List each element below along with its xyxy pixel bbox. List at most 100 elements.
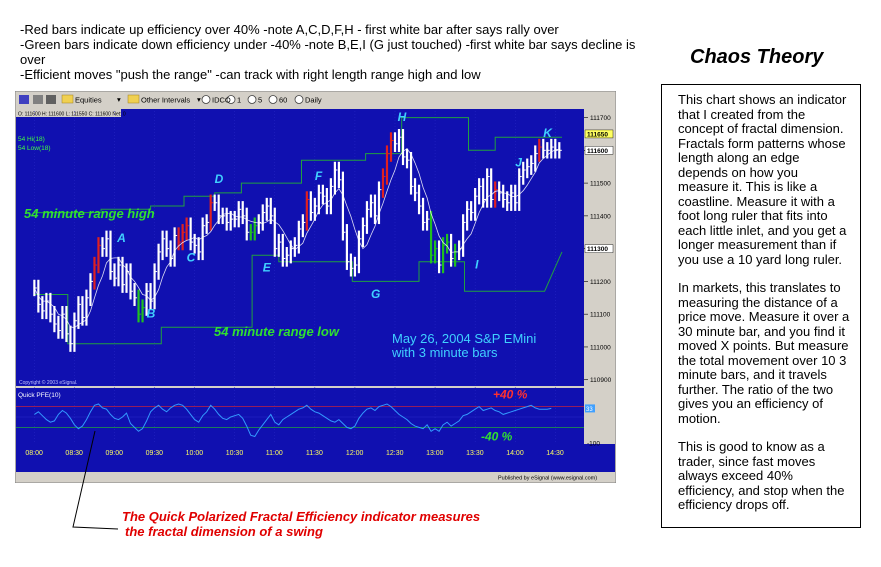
daily-icon[interactable]: [294, 95, 304, 104]
swing-label-g: G: [371, 287, 380, 301]
status-bar: [16, 109, 121, 117]
price-highlight-label: 111300: [587, 246, 608, 253]
swing-label-k: K: [543, 126, 553, 140]
toolbar-interval-1-label[interactable]: 1: [237, 96, 241, 105]
caption-line-1: The Quick Polarized Fractal Efficiency i…: [122, 509, 481, 524]
legend-range-high: 54 Hi(18): [18, 136, 45, 143]
moving-average-line: [34, 148, 560, 329]
price-tick-label: 111000: [590, 344, 611, 351]
pfe-value-label: 33: [586, 407, 593, 413]
toolbar-icons: [19, 94, 304, 104]
pfe-level-label: +40 %: [493, 388, 528, 402]
time-tick-label: 09:30: [146, 450, 164, 457]
indicator-panel: [16, 388, 584, 444]
zoom-icon[interactable]: [33, 95, 43, 104]
pfe-line: [34, 403, 552, 438]
pfe-level-label: -40 %: [481, 429, 513, 443]
range-low-label: 54 minute range low: [214, 324, 340, 339]
range-low-line: [34, 251, 563, 345]
toolbar-symbol-label[interactable]: IDCO: [212, 96, 231, 105]
note-red-bars: -Red bars indicate up efficiency over 40…: [20, 22, 559, 37]
time-tick-label: 14:00: [506, 450, 524, 457]
price-tick-label: 111700: [590, 115, 611, 122]
pfe-tick-label: -100: [587, 441, 600, 448]
time-tick-label: 10:30: [226, 450, 244, 457]
price-tick-label: 111400: [590, 213, 611, 220]
interval-1-icon[interactable]: [226, 95, 236, 104]
toolbar-interval-5-label[interactable]: 5: [258, 96, 262, 105]
intervals-folder-icon[interactable]: [127, 94, 140, 104]
swing-label-d: D: [215, 172, 224, 186]
copyright: Copyright © 2003 eSignal.: [19, 379, 77, 386]
note-green-bars: -Green bars indicate down efficiency und…: [20, 37, 636, 67]
price-highlight-label: 111650: [587, 131, 608, 138]
time-tick-label: 12:30: [386, 450, 404, 457]
interval-5-icon[interactable]: [247, 95, 257, 104]
time-tick-label: 13:00: [426, 450, 444, 457]
page-title: Chaos Theory: [690, 46, 824, 68]
explanation-box: This chart shows an indicator that I cre…: [661, 84, 861, 528]
caption: The Quick Polarized Fractal Efficiency i…: [122, 509, 542, 539]
toolbar-equities-label[interactable]: Equities: [75, 96, 102, 105]
pfe-indicator: +40 % -40 % 33 -100: [16, 388, 600, 448]
swing-label-a: A: [116, 231, 126, 245]
time-tick-label: 10:00: [186, 450, 204, 457]
esignal-chart-window: Equities ▾ Other Intervals ▾ IDCO 1 5 60…: [14, 90, 617, 484]
equities-folder-icon[interactable]: [61, 94, 74, 104]
chevron-down-icon[interactable]: ▾: [197, 95, 201, 104]
explanation-paragraph-3: This is good to know as a trader, since …: [678, 439, 845, 512]
price-highlight-tag: [584, 244, 614, 253]
status-line: O: 111600 H: 111600 L: 111550 C: 111600 …: [18, 112, 126, 118]
toolbar-interval-60-label[interactable]: 60: [279, 96, 287, 105]
price-highlight-tag: [584, 129, 614, 139]
chart-bars-label: with 3 minute bars: [391, 345, 498, 360]
toolbar: [16, 92, 615, 108]
pfe-title: Quick PFE(10): [18, 392, 61, 399]
published-by: Published by eSignal (www.esignal.com): [498, 476, 597, 482]
time-tick-label: 14:30: [546, 450, 564, 457]
time-tick-label: 08:00: [25, 450, 43, 457]
footer-bar: [16, 472, 615, 482]
price-bars: [33, 129, 562, 352]
price-tick-label: 110900: [590, 377, 612, 384]
time-tick-label: 12:00: [346, 450, 364, 457]
range-high-label: 54 minute range high: [24, 206, 155, 221]
time-tick-label: 08:30: [65, 450, 83, 457]
legend-range-low: 54 Low(18): [18, 145, 51, 152]
toolbar-other-intervals-label[interactable]: Other Intervals: [141, 96, 190, 105]
interval-60-icon[interactable]: [268, 95, 278, 104]
price-tick-label: 111500: [590, 181, 611, 188]
symbol-clock-icon[interactable]: [201, 95, 211, 104]
swing-label-i: I: [475, 257, 479, 271]
range-lines: [34, 117, 563, 345]
explanation-paragraph-2: In markets, this translates to measuring…: [678, 280, 850, 426]
time-tick-label: 09:00: [106, 450, 124, 457]
time-tick-label: 13:30: [466, 450, 484, 457]
swing-label-b: B: [147, 306, 156, 320]
chevron-down-icon[interactable]: ▾: [117, 95, 121, 104]
price-tick-label: 111200: [590, 279, 611, 286]
time-axis-ticks: 08:00 08:30 09:00 09:30 10:00 10:30 11:00 11:30…: [25, 450, 564, 457]
note-efficient-moves: -Efficient moves "push the range" -can t…: [20, 67, 481, 82]
explanation-paragraph-1: This chart shows an indicator that I cre…: [678, 92, 847, 267]
chart-svg: Equities ▾ Other Intervals ▾ IDCO 1 5 60…: [14, 90, 617, 484]
price-axis: [584, 109, 615, 444]
swing-label-c: C: [187, 251, 196, 265]
moving-average: [34, 148, 560, 329]
price-tick-label: 111100: [590, 312, 611, 319]
price-axis-ticks: 111700 111600 111500 111400 111300 111200 1111…: [584, 115, 614, 384]
swing-label-e: E: [263, 261, 272, 275]
crosshair-icon[interactable]: [46, 95, 56, 104]
swing-label-j: J: [515, 156, 522, 170]
notes: -Red bars indicate up efficiency over 40…: [20, 22, 660, 82]
chart-type-icon[interactable]: [19, 95, 29, 104]
leader-line: [72, 430, 119, 530]
time-axis: [16, 444, 615, 472]
chart-date-label: May 26, 2004 S&P EMini: [392, 331, 536, 346]
swing-label-h: H: [398, 110, 407, 124]
price-highlight-tag: [584, 146, 614, 155]
toolbar-daily-label[interactable]: Daily: [305, 96, 322, 105]
time-tick-label: 11:00: [266, 450, 283, 457]
swing-label-f: F: [315, 169, 323, 183]
